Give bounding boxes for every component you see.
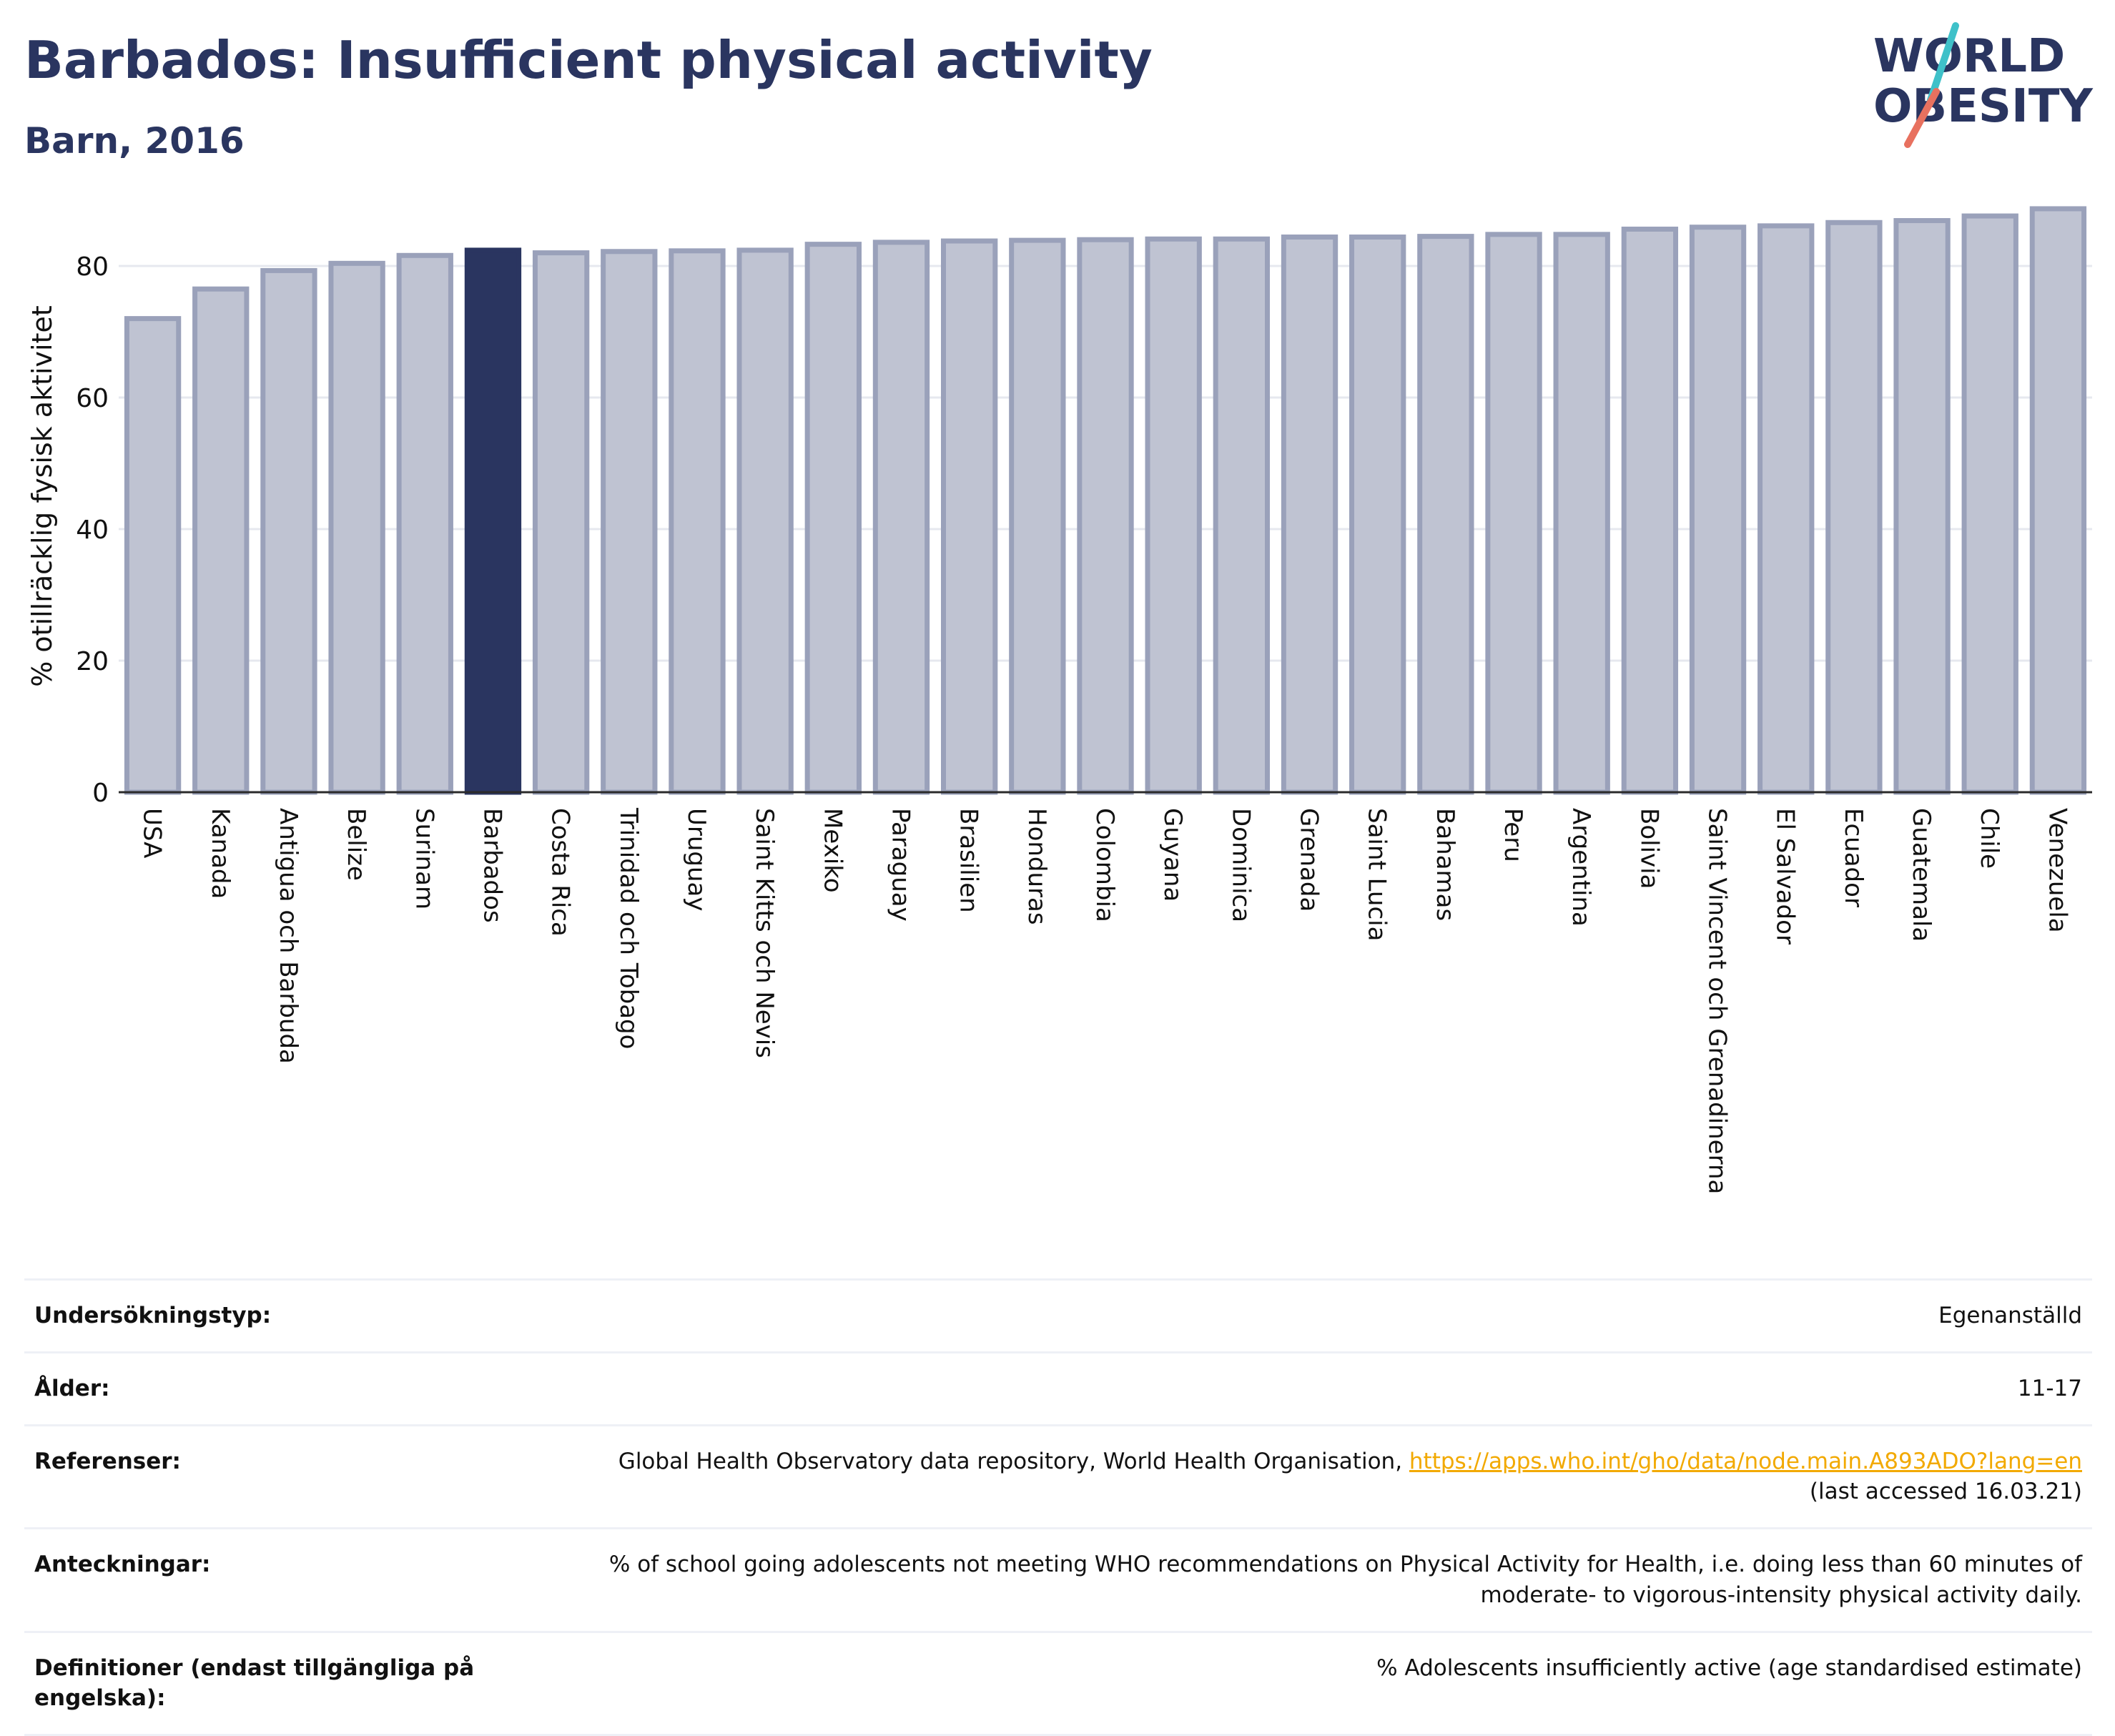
bar-belize: [328, 260, 385, 795]
y-tick-label: 40: [76, 516, 109, 545]
bar-costa-rica: [532, 250, 590, 795]
y-tick-label: 80: [76, 252, 109, 282]
x-tick-label: Dominica: [1226, 808, 1255, 922]
y-axis-label: % otillräcklig fysisk aktivitet: [26, 305, 58, 687]
x-tick-label: Honduras: [1022, 808, 1051, 925]
bar-peru: [1485, 232, 1542, 795]
info-label: Referenser:: [34, 1448, 181, 1474]
bar-mexiko: [804, 242, 862, 795]
bar-trinidad-och-tobago: [601, 249, 658, 795]
x-tick-label: Belize: [342, 808, 370, 881]
info-value: 11-17: [2017, 1375, 2082, 1401]
x-tick-label: Mexiko: [818, 808, 847, 893]
bar-saint-vincent-och-grenadinerna: [1689, 225, 1747, 795]
y-tick-label: 60: [76, 384, 109, 413]
x-tick-label: Argentina: [1567, 808, 1595, 927]
x-tick-label: Ecuador: [1839, 808, 1868, 907]
bar-guatemala: [1893, 218, 1951, 795]
info-row-age: Ålder: 11-17: [24, 1351, 2092, 1424]
x-tick-label: Chile: [1975, 808, 2003, 869]
y-tick-label: 20: [76, 647, 109, 676]
bar-honduras: [1009, 237, 1066, 795]
x-tick-layer: USA Kanada Antigua och Barbuda Belize Surina…: [138, 807, 2072, 1194]
x-tick-label: Venezuela: [2043, 808, 2071, 933]
x-tick-label: Colombia: [1090, 808, 1119, 922]
bar-saint-lucia: [1349, 235, 1406, 795]
x-tick-label: Antigua och Barbuda: [274, 808, 302, 1064]
info-label: Anteckningar:: [34, 1552, 211, 1578]
bar-el-salvador: [1757, 223, 1815, 795]
bar-kanada: [192, 286, 250, 795]
x-tick-label: Saint Kitts och Nevis: [750, 808, 779, 1058]
bar-dominica: [1213, 236, 1271, 795]
y-tick-layer: 0 20 40 60 80: [76, 252, 109, 808]
bar-colombia: [1077, 237, 1134, 795]
logo-slash-coral: [1904, 88, 1940, 148]
info-label: Undersökningstyp:: [34, 1303, 272, 1328]
bar-grenada: [1281, 235, 1338, 795]
info-value: Global Health Observatory data repositor…: [492, 1446, 2082, 1508]
bar-chile: [1961, 213, 2018, 795]
info-value: Egenanställd: [1938, 1303, 2082, 1328]
bar-saint-kitts-och-nevis: [736, 247, 794, 795]
bar-bahamas: [1417, 234, 1474, 795]
x-tick-label: Barbados: [478, 808, 506, 923]
bar-guyana: [1145, 236, 1202, 795]
bar-brasilien: [940, 238, 998, 795]
bar-chart: 0 20 40 60 80 USA Kanada Antigua och Barbuda Be…: [26, 206, 2092, 1194]
page-title: Barbados: Insufficient physical activity: [24, 30, 1153, 90]
x-tick-label: Brasilien: [955, 808, 983, 913]
x-tick-label: El Salvador: [1771, 808, 1800, 945]
x-tick-label: Paraguay: [886, 808, 914, 922]
world-obesity-logo: WORLD OBESITY: [1873, 22, 2093, 148]
x-tick-label: Saint Lucia: [1363, 808, 1391, 941]
info-row-notes: Anteckningar: % of school going adolesce…: [24, 1527, 2092, 1631]
x-tick-label: Saint Vincent och Grenadinerna: [1703, 808, 1732, 1194]
x-tick-label: USA: [138, 808, 167, 858]
bar-bolivia: [1621, 226, 1679, 795]
x-tick-label: Bolivia: [1635, 808, 1663, 889]
x-tick-label: Kanada: [206, 808, 235, 899]
page-subtitle: Barn, 2016: [24, 120, 245, 162]
reference-link[interactable]: https://apps.who.int/gho/data/node.main.…: [1409, 1448, 2082, 1474]
info-label: Definitioner (endast tillgängliga på eng…: [34, 1654, 475, 1712]
info-value: % of school going adolescents not meetin…: [608, 1552, 2082, 1608]
bar-barbados: [464, 247, 522, 795]
bar-layer: [124, 206, 2087, 795]
y-tick-label: 0: [92, 779, 109, 808]
x-tick-label: Peru: [1499, 808, 1527, 862]
x-tick-label: Trinidad och Tobago: [614, 807, 643, 1049]
info-table: Undersökningstyp: Egenanställd Ålder: 11…: [24, 1278, 2092, 1736]
logo-line1: WORLD: [1873, 30, 2065, 83]
x-tick-label: Grenada: [1295, 808, 1323, 912]
logo-line2: OBESITY: [1873, 80, 2093, 133]
bar-venezuela: [2029, 206, 2087, 795]
logo-slash-teal: [1927, 22, 1959, 104]
info-label: Ålder:: [34, 1375, 110, 1401]
x-tick-label: Guyana: [1158, 808, 1187, 902]
reference-text: Global Health Observatory data repositor…: [618, 1448, 1409, 1474]
bar-paraguay: [872, 240, 930, 795]
info-value: % Adolescents insufficiently active (age…: [1376, 1654, 2082, 1681]
bar-surinam: [396, 252, 453, 795]
bar-antigua-och-barbuda: [260, 267, 317, 795]
bar-uruguay: [669, 248, 726, 795]
x-tick-label: Surinam: [410, 808, 438, 909]
bar-ecuador: [1825, 220, 1883, 795]
reference-access-date: (last accessed 16.03.21): [1809, 1479, 2082, 1505]
x-tick-label: Bahamas: [1431, 808, 1459, 921]
x-tick-label: Guatemala: [1907, 808, 1936, 942]
info-row-survey-type: Undersökningstyp: Egenanställd: [24, 1278, 2092, 1351]
info-row-references: Referenser: Global Health Observatory da…: [24, 1424, 2092, 1528]
x-tick-label: Uruguay: [682, 808, 711, 912]
bar-usa: [124, 316, 182, 795]
bar-argentina: [1553, 232, 1610, 795]
info-row-definitions: Definitioner (endast tillgängliga på eng…: [24, 1630, 2092, 1736]
x-tick-label: Costa Rica: [546, 808, 575, 937]
